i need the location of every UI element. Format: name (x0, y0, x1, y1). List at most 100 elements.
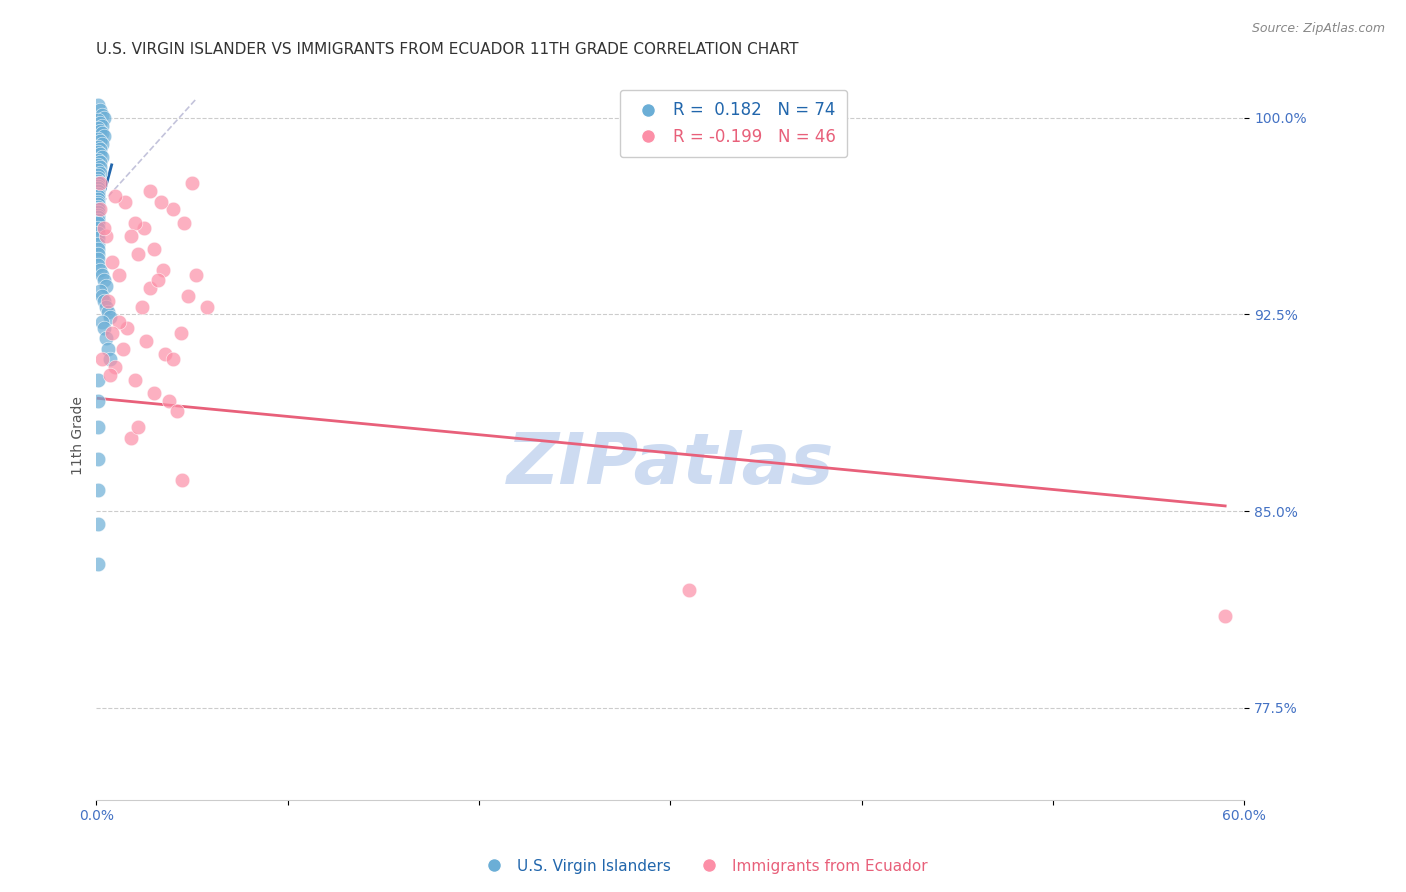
Point (93, 320, 115, 334)
Point (87, 213, 110, 227)
Point (124, 216, 146, 230)
Point (104, 189, 127, 203)
Point (91, 119, 114, 133)
Point (181, 176, 204, 190)
Point (131, 300, 153, 314)
Point (87, 258, 110, 272)
Point (97, 294, 120, 309)
Text: Source: ZipAtlas.com: Source: ZipAtlas.com (1251, 22, 1385, 36)
Point (100, 255, 122, 269)
Point (87, 158, 110, 172)
Point (91, 268, 114, 282)
Point (152, 262, 174, 277)
Legend: R =  0.182   N = 74, R = -0.199   N = 46: R = 0.182 N = 74, R = -0.199 N = 46 (620, 90, 848, 157)
Point (87, 231, 110, 245)
Point (87, 97, 110, 112)
Legend: U.S. Virgin Islanders, Immigrants from Ecuador: U.S. Virgin Islanders, Immigrants from E… (472, 853, 934, 880)
Point (157, 394, 180, 409)
Point (89, 155, 111, 169)
Point (98, 351, 121, 366)
Point (87, 145, 110, 159)
Point (155, 347, 177, 361)
Point (127, 247, 149, 261)
Point (108, 315, 131, 329)
Point (87, 216, 110, 230)
Point (89, 161, 111, 175)
Point (97, 305, 120, 319)
Point (87, 139, 110, 153)
Text: ZIPatlas: ZIPatlas (506, 430, 834, 499)
Point (93, 128, 115, 143)
Point (87, 517, 110, 532)
Point (87, 197, 110, 211)
Point (98, 310, 121, 324)
Point (87, 252, 110, 267)
Point (87, 451, 110, 466)
Point (87, 211, 110, 225)
Point (93, 220, 115, 235)
Point (87, 247, 110, 261)
Point (139, 281, 162, 295)
Point (91, 150, 114, 164)
Point (89, 262, 111, 277)
Point (87, 192, 110, 206)
Point (98, 368, 121, 382)
Point (91, 108, 114, 122)
Point (91, 315, 114, 329)
Point (94, 300, 117, 314)
Point (87, 169, 110, 183)
Point (87, 181, 110, 195)
Point (94, 331, 117, 345)
Point (678, 582, 700, 597)
Point (87, 173, 110, 187)
Point (142, 242, 165, 256)
Point (87, 163, 110, 178)
Point (146, 273, 169, 287)
Point (162, 351, 184, 366)
Point (87, 178, 110, 193)
Point (87, 202, 110, 217)
Point (87, 153, 110, 167)
Point (124, 373, 146, 387)
Point (87, 220, 110, 235)
Point (139, 184, 162, 198)
Point (162, 202, 184, 217)
Point (120, 228, 142, 243)
Point (184, 268, 207, 282)
Point (87, 394, 110, 409)
Point (87, 373, 110, 387)
Point (89, 147, 111, 161)
Point (89, 124, 111, 138)
Point (89, 116, 111, 130)
Y-axis label: 11th Grade: 11th Grade (72, 396, 86, 475)
Text: U.S. VIRGIN ISLANDER VS IMMIGRANTS FROM ECUADOR 11TH GRADE CORRELATION CHART: U.S. VIRGIN ISLANDER VS IMMIGRANTS FROM … (97, 42, 799, 57)
Point (87, 236, 110, 251)
Point (89, 176, 111, 190)
Point (108, 268, 131, 282)
Point (97, 342, 120, 356)
Point (87, 171, 110, 186)
Point (89, 166, 111, 180)
Point (166, 404, 188, 418)
Point (87, 242, 110, 256)
Point (87, 420, 110, 434)
Point (87, 121, 110, 136)
Point (87, 176, 110, 190)
Point (87, 208, 110, 222)
Point (100, 326, 122, 340)
Point (91, 136, 114, 151)
Point (120, 431, 142, 445)
Point (89, 103, 111, 117)
Point (87, 557, 110, 571)
Point (177, 289, 200, 303)
Point (87, 226, 110, 240)
Point (93, 111, 115, 125)
Point (87, 131, 110, 145)
Point (169, 326, 191, 340)
Point (114, 194, 136, 209)
Point (93, 294, 115, 309)
Point (91, 289, 114, 303)
Point (89, 142, 111, 156)
Point (94, 278, 117, 293)
Point (87, 205, 110, 219)
